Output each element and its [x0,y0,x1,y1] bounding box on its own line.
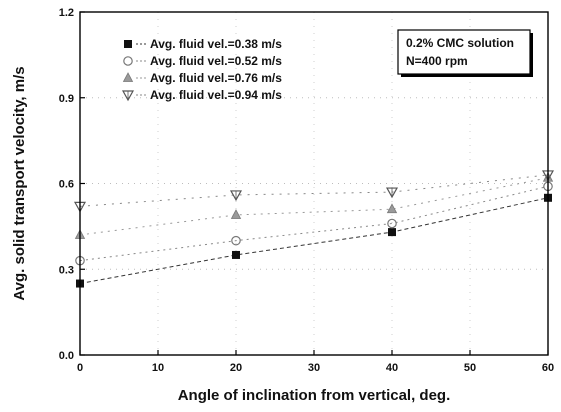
y-axis-title: Avg. solid transport velocity, m/s [11,66,28,300]
series-1-point [232,250,240,259]
series-3-point [386,203,398,214]
x-tick-label: 60 [542,362,554,374]
series-2-point [387,218,397,229]
y-tick-label: 0.6 [59,179,74,191]
x-tick-label: 0 [77,362,83,374]
x-tick-label: 10 [152,362,164,374]
series-line-1 [79,197,549,285]
legend: Avg. fluid vel.=0.38 m/s Avg. fluid vel.=… [121,37,282,102]
y-tick-label: 0.0 [59,350,74,362]
series-3-point [230,209,242,219]
y-tick-label: 0.9 [59,93,74,105]
series-1-point [388,228,396,237]
legend-label-4: Avg. fluid vel.=0.94 m/s [150,88,282,102]
series-line-3 [79,177,549,236]
x-tick-label: 40 [386,362,398,374]
annotation-line-2: N=400 rpm [406,54,468,68]
annotation-box: 0.2% CMC solution N=400 rpm [397,29,533,77]
legend-marker-3 [122,72,134,82]
annotation-line-1: 0.2% CMC solution [406,36,514,50]
legend-label-1: Avg. fluid vel.=0.38 m/s [150,37,282,51]
legend-marker-2 [123,56,133,66]
series-line-2 [79,185,549,262]
legend-label-2: Avg. fluid vel.=0.52 m/s [150,54,282,68]
legend-marker-1 [124,40,132,48]
x-axis-title: Angle of inclination from vertical, deg. [178,387,451,404]
y-tick-label: 0.3 [59,264,74,276]
axis-ticks: 0 10 20 30 40 50 60 0.0 0.3 0.6 0.9 1.2 [59,7,554,374]
x-tick-label: 30 [308,362,320,374]
legend-label-3: Avg. fluid vel.=0.76 m/s [150,71,282,85]
series-lines [79,174,549,285]
x-tick-label: 50 [464,362,476,374]
x-tick-label: 20 [230,362,242,374]
series-2-point [231,235,241,246]
y-tick-label: 1.2 [59,7,74,19]
